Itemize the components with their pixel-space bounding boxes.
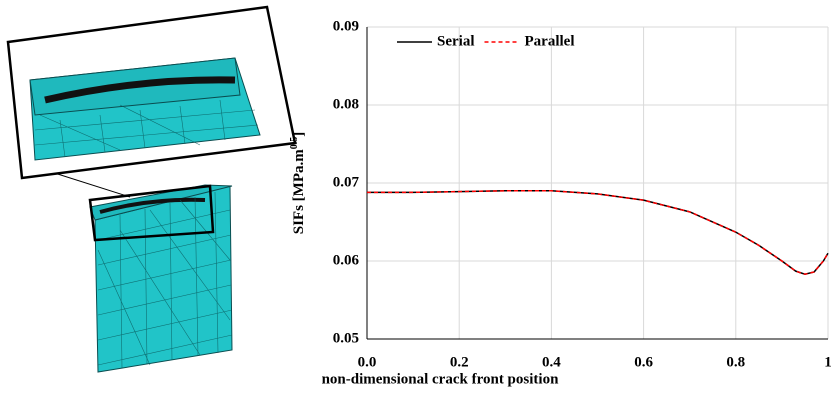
series-line <box>367 191 828 274</box>
x-tick-label: 0.4 <box>542 354 561 370</box>
page: non-dimensional crack front position SIF… <box>0 0 835 395</box>
y-tick-label: 0.09 <box>333 18 359 34</box>
legend-label: Parallel <box>525 33 575 49</box>
y-label-main: SIFs [MPa.m <box>291 149 307 234</box>
series-line <box>367 191 828 274</box>
y-label-end: ] <box>291 132 307 137</box>
x-tick-label: 1 <box>824 354 832 370</box>
x-tick-label: 0.6 <box>634 354 653 370</box>
y-tick-label: 0.05 <box>333 330 359 346</box>
y-tick-label: 0.08 <box>333 96 359 112</box>
x-tick-label: 0.8 <box>726 354 745 370</box>
x-axis-label: non-dimensional crack front position <box>322 371 559 387</box>
legend-label: Serial <box>437 33 475 49</box>
mesh-illustration <box>8 7 295 372</box>
y-tick-label: 0.06 <box>333 252 360 268</box>
x-tick-label: 0.2 <box>450 354 469 370</box>
x-tick-label: 0.0 <box>358 354 377 370</box>
y-axis-label: SIFs [MPa.m0.5] <box>289 132 307 235</box>
y-label-sup: 0.5 <box>289 137 300 150</box>
y-tick-label: 0.07 <box>333 174 360 190</box>
